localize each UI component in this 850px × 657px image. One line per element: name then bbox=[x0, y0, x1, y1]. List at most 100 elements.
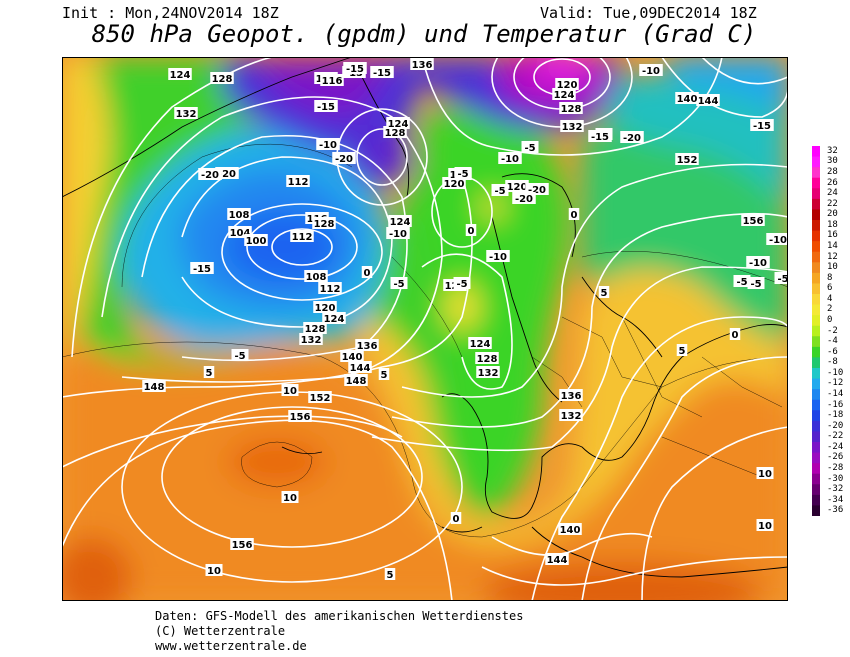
temperature-label: -10 bbox=[749, 258, 767, 269]
geopotential-label: 144 bbox=[547, 555, 568, 566]
geopotential-label-bg bbox=[386, 117, 410, 129]
temperature-label: -5 bbox=[393, 279, 404, 290]
legend-swatch bbox=[812, 442, 820, 454]
legend-label: 6 bbox=[827, 283, 833, 294]
geopotential-label: 128 bbox=[477, 354, 498, 365]
geopotential-label: 112 bbox=[320, 284, 341, 295]
legend-label: -30 bbox=[827, 473, 844, 484]
legend-swatch bbox=[812, 420, 820, 432]
geopotential-label-bg bbox=[559, 409, 583, 421]
legend-swatch bbox=[812, 494, 820, 506]
temperature-label-bg bbox=[774, 272, 788, 284]
legend-swatch bbox=[812, 241, 820, 253]
init-time: Init : Mon,24NOV2014 18Z bbox=[62, 4, 279, 22]
temperature-label: 0 bbox=[571, 210, 578, 221]
geopotential-label-bg bbox=[552, 88, 576, 100]
geopotential-label: 124 bbox=[324, 314, 345, 325]
temperature-label-bg bbox=[568, 208, 580, 220]
temperature-label: -5 bbox=[736, 277, 747, 288]
legend-swatch bbox=[812, 346, 820, 358]
geopotential-label-bg bbox=[344, 374, 368, 386]
geopotential-label: 132 bbox=[561, 411, 582, 422]
legend-label: -4 bbox=[827, 336, 838, 347]
temperature-label: -5 bbox=[457, 169, 468, 180]
geopotential-label-bg bbox=[168, 68, 192, 80]
legend-swatch bbox=[812, 262, 820, 274]
temperature-label-bg bbox=[486, 250, 510, 262]
temperature-label: -20 bbox=[515, 194, 533, 205]
geopotential-label: 128 bbox=[385, 128, 406, 139]
legend-swatch bbox=[812, 357, 820, 369]
geopotential-label: 156 bbox=[290, 412, 311, 423]
legend-label: -14 bbox=[827, 388, 844, 399]
geopotential-label: 108 bbox=[306, 272, 327, 283]
legend-label: 2 bbox=[827, 304, 833, 315]
geopotential-label: 128 bbox=[305, 324, 326, 335]
legend-swatch bbox=[812, 473, 820, 485]
legend-swatch bbox=[812, 463, 820, 475]
temperature-label-bg bbox=[450, 512, 462, 524]
temperature-label-bg bbox=[639, 64, 663, 76]
temperature-label: 5 bbox=[381, 370, 388, 381]
temperature-label-bg bbox=[465, 224, 477, 236]
legend-swatch bbox=[812, 378, 820, 390]
geopotential-label: 132 bbox=[301, 335, 322, 346]
legend-swatch bbox=[812, 251, 820, 263]
temperature-label: -15 bbox=[317, 102, 335, 113]
temperature-label-bg bbox=[378, 368, 390, 380]
temperature-label-bg bbox=[756, 467, 774, 479]
geopotential-label: 120 bbox=[507, 182, 528, 193]
legend-label: -24 bbox=[827, 441, 844, 452]
geopotential-label-bg bbox=[318, 282, 342, 294]
geopotential-label-bg bbox=[355, 339, 379, 351]
legend-label: -32 bbox=[827, 484, 844, 495]
temperature-label-bg bbox=[491, 184, 509, 196]
temperature-label-bg bbox=[588, 130, 612, 142]
geopotential-label-bg bbox=[560, 120, 584, 132]
geopotential-label-bg bbox=[559, 102, 583, 114]
geopotential-label: 108 bbox=[229, 210, 250, 221]
legend-swatch bbox=[812, 294, 820, 306]
legend-swatch bbox=[812, 272, 820, 284]
geopotential-label-bg bbox=[210, 72, 234, 84]
geopotential-label: 124 bbox=[170, 70, 191, 81]
geopotential-label-bg bbox=[555, 78, 579, 90]
geopotential-label: 128 bbox=[561, 104, 582, 115]
temperature-label: 5 bbox=[679, 346, 686, 357]
temperature-label-bg bbox=[498, 152, 522, 164]
legend-label: -8 bbox=[827, 357, 838, 368]
geopotential-label-bg bbox=[322, 312, 346, 324]
legend-label: 22 bbox=[827, 198, 838, 209]
legend-label: 4 bbox=[827, 293, 833, 304]
legend-swatch bbox=[812, 336, 820, 348]
temperature-label-bg bbox=[361, 266, 373, 278]
temperature-label: 10 bbox=[758, 521, 772, 532]
legend-label: 30 bbox=[827, 156, 838, 167]
legend-label: 26 bbox=[827, 177, 838, 188]
geopotential-label-bg bbox=[313, 301, 337, 313]
legend-swatch bbox=[812, 484, 820, 496]
geopotential-label-bg bbox=[468, 337, 492, 349]
temperature-label-bg bbox=[676, 344, 688, 356]
temperature-label-bg bbox=[332, 152, 356, 164]
temperature-label-bg bbox=[521, 141, 539, 153]
legend-swatch bbox=[812, 452, 820, 464]
temperature-label: -15 bbox=[346, 64, 364, 75]
legend-swatch bbox=[812, 283, 820, 295]
temperature-label: -20 bbox=[335, 154, 353, 165]
legend-label: -2 bbox=[827, 325, 838, 336]
temperature-label-bg bbox=[598, 286, 610, 298]
geopotential-label-bg bbox=[696, 94, 720, 106]
credits-line-data: Daten: GFS-Modell des amerikanischen Wet… bbox=[155, 609, 524, 623]
legend-label: 14 bbox=[827, 240, 838, 251]
legend-label: 20 bbox=[827, 209, 838, 220]
isotherms bbox=[62, 143, 788, 538]
geopotential-label: 144 bbox=[350, 363, 371, 374]
temperature-label-bg bbox=[205, 564, 223, 576]
geopotential-label: 136 bbox=[561, 391, 582, 402]
temperature-label: -15 bbox=[373, 68, 391, 79]
weather-map-svg: 1241281321161121081041001081121201241281… bbox=[62, 57, 788, 601]
temperature-label-bg bbox=[198, 168, 222, 180]
temperature-label: 10 bbox=[283, 493, 297, 504]
geopotential-label: 120 bbox=[315, 303, 336, 314]
